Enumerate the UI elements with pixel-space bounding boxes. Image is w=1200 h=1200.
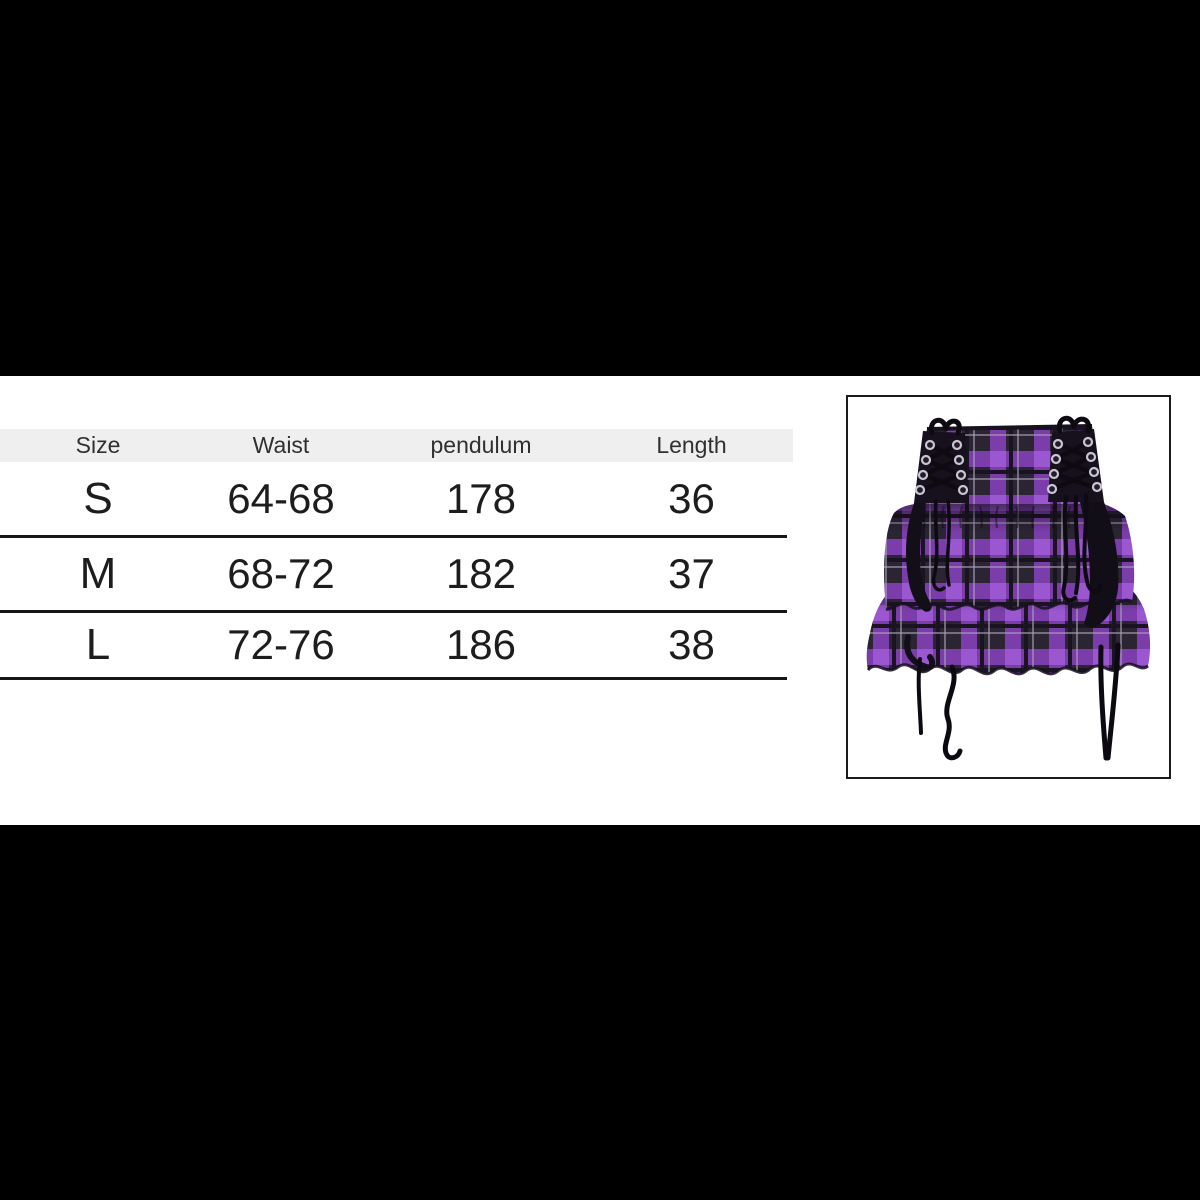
cell-pendulum: 182 — [445, 550, 517, 597]
right-ribbon-2 — [1105, 642, 1121, 761]
skirt-upper-tier — [884, 504, 1135, 611]
size-chart-table: Size Waist pendulum Length S 64-68 178 3… — [0, 429, 793, 680]
cell-size: S — [83, 473, 113, 523]
left-wavy-ribbon — [942, 664, 963, 761]
column-header-waist: Waist — [252, 432, 310, 458]
cell-length: 38 — [668, 621, 715, 668]
left-drape — [906, 503, 932, 612]
purple-plaid-skirt-photo — [848, 397, 1169, 777]
hanging-ribbons — [916, 642, 1121, 761]
left-short-ribbon — [916, 657, 923, 735]
cell-waist: 64-68 — [227, 474, 335, 522]
lace-bow — [1056, 415, 1092, 434]
table-header-row: Size Waist pendulum Length — [0, 429, 793, 462]
product-photo-frame — [846, 395, 1171, 779]
content-band: Size Waist pendulum Length S 64-68 178 3… — [0, 376, 1200, 825]
right-lace-panel — [1046, 415, 1104, 603]
cell-length: 36 — [668, 474, 715, 522]
right-ribbon-1 — [1098, 644, 1109, 761]
lace-cross-strings — [917, 442, 966, 493]
column-header-length: Length — [656, 432, 727, 458]
cell-size: L — [85, 620, 111, 669]
column-header-size: Size — [75, 432, 121, 458]
table-row-l: L 72-76 186 38 — [0, 613, 787, 680]
cell-pendulum: 178 — [445, 474, 517, 522]
lace-bow — [928, 417, 962, 436]
skirt-illustration — [866, 415, 1151, 761]
grommets — [1046, 436, 1103, 495]
cell-waist: 72-76 — [227, 621, 335, 668]
left-drape-tail — [904, 634, 936, 671]
cell-size: M — [79, 549, 117, 598]
grommets — [914, 439, 969, 496]
hanging-lace-strands — [931, 499, 951, 592]
cell-length: 37 — [668, 550, 715, 597]
lace-cross-strings — [1049, 439, 1097, 492]
hanging-lace-strands — [1061, 493, 1102, 603]
right-drape — [1080, 502, 1119, 628]
table-row-s: S 64-68 178 36 — [0, 462, 787, 538]
column-header-pendulum: pendulum — [430, 432, 532, 458]
left-lace-panel — [914, 417, 969, 592]
table-row-m: M 68-72 182 37 — [0, 538, 787, 613]
cell-pendulum: 186 — [445, 621, 517, 668]
cell-waist: 68-72 — [227, 550, 335, 597]
